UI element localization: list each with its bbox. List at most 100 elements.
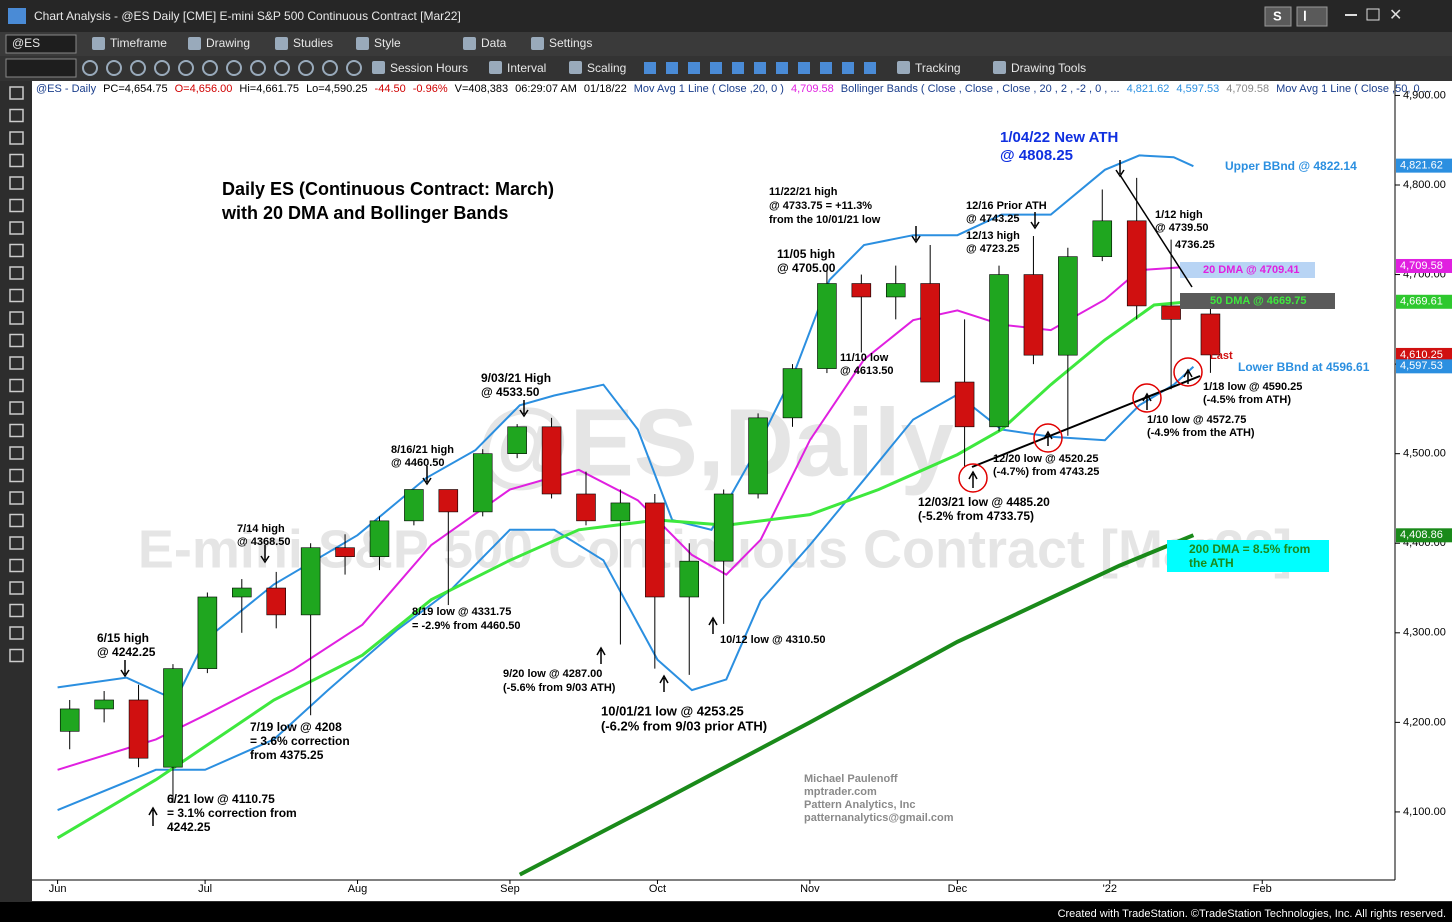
price-marker-label: 4,821.62 bbox=[1400, 160, 1443, 172]
toolbar-icon[interactable] bbox=[154, 60, 170, 76]
tool-icon[interactable] bbox=[9, 626, 24, 640]
tool-icon[interactable] bbox=[9, 311, 24, 325]
toolbar-icon[interactable] bbox=[346, 60, 362, 76]
status-item: -0.96% bbox=[413, 83, 448, 95]
toolbar-icon[interactable] bbox=[130, 60, 146, 76]
candle-body bbox=[576, 493, 596, 522]
candle-body bbox=[1058, 256, 1078, 356]
tool-icon[interactable] bbox=[9, 603, 24, 618]
toolbar-icon[interactable] bbox=[732, 62, 744, 74]
toolbar-icon[interactable] bbox=[250, 60, 266, 76]
tool-icon[interactable] bbox=[9, 446, 24, 460]
toolbar-2 bbox=[0, 56, 1452, 81]
tool-icon[interactable] bbox=[9, 558, 24, 573]
annotation: Michael Paulenoff bbox=[804, 773, 898, 785]
circle bbox=[958, 463, 988, 493]
tool-icon[interactable] bbox=[9, 423, 24, 438]
x-tick-label: Nov bbox=[800, 883, 820, 895]
candle-body bbox=[507, 426, 527, 454]
link-button[interactable] bbox=[1296, 6, 1328, 27]
tool-icon[interactable] bbox=[9, 581, 24, 595]
close[interactable]: ✕ bbox=[1389, 7, 1402, 24]
tool-icon[interactable] bbox=[9, 86, 24, 100]
toolbar-icon[interactable] bbox=[178, 60, 194, 76]
symbol-box[interactable] bbox=[5, 34, 77, 54]
tool-icon[interactable] bbox=[9, 288, 24, 303]
toolbar-button[interactable]: Timeframe bbox=[110, 36, 167, 50]
annotation: @ 4613.50 bbox=[840, 365, 894, 377]
toolbar-icon[interactable] bbox=[202, 60, 218, 76]
tool-icon[interactable] bbox=[9, 378, 24, 393]
circle bbox=[1173, 357, 1203, 387]
candle-body bbox=[404, 489, 424, 522]
toolbar-button[interactable]: Settings bbox=[549, 36, 592, 50]
tool-icon[interactable] bbox=[9, 198, 24, 213]
candle-body bbox=[232, 587, 252, 598]
toolbar-icon[interactable] bbox=[322, 60, 338, 76]
link-glyph: Ⅰ bbox=[1303, 8, 1307, 23]
toolbar-icon[interactable] bbox=[710, 62, 722, 74]
toolbar-icon[interactable] bbox=[82, 60, 98, 76]
tool-icon[interactable] bbox=[9, 176, 24, 190]
tool-icon[interactable] bbox=[9, 266, 24, 280]
toolbar-button[interactable]: Drawing bbox=[206, 36, 250, 50]
candle-body bbox=[782, 368, 803, 419]
annotation: patternanalytics@gmail.com bbox=[804, 812, 954, 824]
annotation: @ 4533.50 bbox=[481, 385, 540, 399]
tool-icon[interactable] bbox=[9, 221, 24, 235]
tool-icon[interactable] bbox=[9, 468, 24, 483]
toolbar-button[interactable]: Data bbox=[481, 36, 507, 50]
toolbar-icon[interactable] bbox=[226, 60, 242, 76]
toolbar-button[interactable]: Style bbox=[374, 36, 401, 50]
toolbar-icon bbox=[356, 37, 369, 50]
toolbar-icon[interactable] bbox=[106, 60, 122, 76]
tool-icon[interactable] bbox=[9, 356, 24, 370]
toolbar-icon[interactable] bbox=[644, 62, 656, 74]
price-marker bbox=[1396, 347, 1452, 362]
indicator-line bbox=[518, 533, 1195, 877]
toolbar-button[interactable]: Session Hours bbox=[390, 61, 468, 75]
toolbar-icon[interactable] bbox=[798, 62, 810, 74]
y-tick-label: 4,100.00 bbox=[1403, 806, 1446, 818]
support-trendline bbox=[971, 375, 1201, 468]
tool-icon[interactable] bbox=[9, 333, 24, 348]
toolbar-button[interactable]: Scaling bbox=[587, 61, 626, 75]
toolbar-button[interactable]: Drawing Tools bbox=[1011, 61, 1086, 75]
toolbar-icon[interactable] bbox=[666, 62, 678, 74]
tool-icon[interactable] bbox=[9, 648, 24, 663]
price-marker-label: 4,709.58 bbox=[1400, 260, 1443, 272]
maximize[interactable] bbox=[1366, 8, 1380, 21]
s-button[interactable] bbox=[1264, 6, 1292, 27]
tool-icon[interactable] bbox=[9, 513, 24, 528]
candle-body bbox=[1092, 220, 1113, 257]
interval-box[interactable] bbox=[5, 58, 77, 78]
toolbar-icon[interactable] bbox=[754, 62, 766, 74]
toolbar-button[interactable]: Interval bbox=[507, 61, 546, 75]
toolbar-icon[interactable] bbox=[776, 62, 788, 74]
tool-icon[interactable] bbox=[9, 401, 24, 415]
tool-icon[interactable] bbox=[9, 491, 24, 505]
minimize[interactable] bbox=[1345, 14, 1357, 16]
toolbar-icon[interactable] bbox=[688, 62, 700, 74]
chart-bg bbox=[32, 81, 1452, 901]
annotation: from the 10/01/21 low bbox=[769, 214, 881, 226]
x-tick-label: Sep bbox=[500, 883, 520, 895]
toolbar-icon bbox=[897, 61, 910, 74]
annotation: 11/22/21 high bbox=[769, 186, 838, 198]
tool-icon[interactable] bbox=[9, 131, 24, 145]
toolbar-icon[interactable] bbox=[820, 62, 832, 74]
toolbar-button[interactable]: Studies bbox=[293, 36, 333, 50]
tool-icon[interactable] bbox=[9, 243, 24, 258]
annotation: = 3.6% correction bbox=[250, 734, 350, 748]
toolbar-icon[interactable] bbox=[864, 62, 876, 74]
tool-icon[interactable] bbox=[9, 108, 24, 123]
toolbar-icon[interactable] bbox=[274, 60, 290, 76]
tool-icon[interactable] bbox=[9, 153, 24, 168]
toolbar-icon[interactable] bbox=[842, 62, 854, 74]
toolbar-button[interactable]: Tracking bbox=[915, 61, 961, 75]
candle-body bbox=[59, 708, 80, 732]
tool-icon[interactable] bbox=[9, 536, 24, 550]
toolbar-icon[interactable] bbox=[298, 60, 314, 76]
status-item: O=4,656.00 bbox=[175, 83, 233, 95]
